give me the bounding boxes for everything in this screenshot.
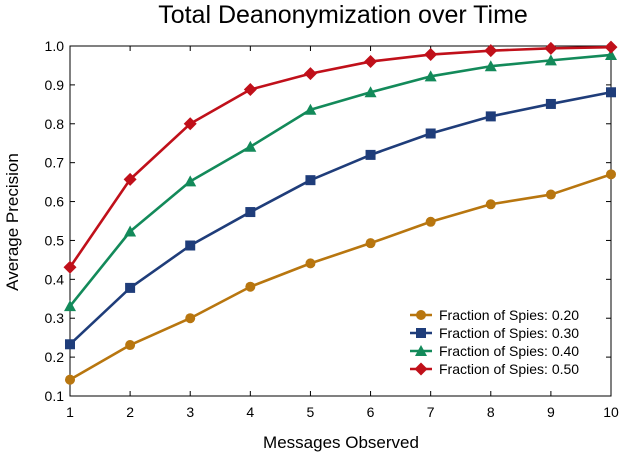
data-point <box>484 60 497 72</box>
series-line <box>68 53 612 307</box>
data-point <box>244 140 257 152</box>
legend-marker <box>416 328 426 338</box>
data-point <box>485 111 496 122</box>
data-point <box>545 98 556 109</box>
x-tick-label: 9 <box>547 404 555 420</box>
y-tick-label: 0.2 <box>45 349 65 365</box>
data-point <box>304 103 317 115</box>
data-point <box>365 238 376 249</box>
x-tick-label: 4 <box>246 404 254 420</box>
data-point <box>544 41 558 55</box>
y-tick-label: 0.4 <box>45 271 65 287</box>
series-2 <box>65 87 616 350</box>
data-point <box>364 86 377 98</box>
data-point <box>606 87 616 98</box>
data-point <box>245 281 256 292</box>
legend-label: Fraction of Spies: 0.30 <box>439 325 579 341</box>
legend: Fraction of Spies: 0.20 Fraction of Spies… <box>410 307 579 377</box>
series-line <box>69 173 612 381</box>
legend-label: Fraction of Spies: 0.40 <box>439 343 579 359</box>
data-point <box>185 240 196 251</box>
x-tick-label: 8 <box>487 404 495 420</box>
series-4 <box>63 40 618 274</box>
y-axis: 0.1 0.2 0.3 0.4 0.5 0.6 0.7 0.8 0.9 1.0 <box>45 38 611 404</box>
x-tick-label: 7 <box>427 404 435 420</box>
legend-label: Fraction of Spies: 0.50 <box>439 361 579 377</box>
series-1 <box>65 169 616 385</box>
legend-marker <box>414 362 428 376</box>
legend-label: Fraction of Spies: 0.20 <box>439 307 579 323</box>
series-layer <box>63 40 618 385</box>
y-tick-label: 0.6 <box>45 194 65 210</box>
data-point <box>124 225 137 237</box>
legend-item-2: Fraction of Spies: 0.30 <box>410 325 579 341</box>
x-tick-label: 2 <box>126 404 134 420</box>
data-point <box>65 374 75 385</box>
data-point <box>544 54 557 66</box>
data-point <box>305 258 316 269</box>
series-line <box>68 45 612 269</box>
y-tick-label: 1.0 <box>45 38 65 54</box>
legend-marker <box>415 345 427 356</box>
data-point <box>63 260 77 274</box>
x-tick-label: 1 <box>66 404 74 420</box>
legend-item-1: Fraction of Spies: 0.20 <box>410 307 579 323</box>
data-point <box>303 67 317 81</box>
y-tick-label: 0.9 <box>45 77 65 93</box>
data-point <box>485 199 496 210</box>
x-tick-label: 6 <box>367 404 375 420</box>
data-point <box>64 300 76 312</box>
data-point <box>125 340 136 351</box>
y-tick-label: 0.5 <box>45 232 65 248</box>
data-point <box>425 216 436 227</box>
y-tick-label: 0.1 <box>45 388 65 404</box>
data-point <box>305 175 316 186</box>
data-point <box>606 169 616 180</box>
series-3 <box>64 48 617 312</box>
data-point <box>245 207 256 218</box>
plot-border <box>69 45 612 397</box>
data-point <box>365 149 376 160</box>
series-line <box>69 91 612 346</box>
legend-item-3: Fraction of Spies: 0.40 <box>410 343 579 359</box>
x-tick-label: 5 <box>307 404 315 420</box>
data-point <box>425 128 436 139</box>
data-point <box>185 313 196 324</box>
plot-area <box>69 45 612 397</box>
y-axis-label: Average Precision <box>3 153 22 291</box>
data-point <box>604 40 618 54</box>
data-point <box>65 339 75 350</box>
data-point <box>184 175 197 187</box>
x-tick-label: 10 <box>603 404 619 420</box>
x-tick-label: 3 <box>186 404 194 420</box>
data-point <box>484 44 498 58</box>
data-point <box>605 48 617 60</box>
y-tick-label: 0.7 <box>45 155 65 171</box>
data-point <box>545 189 556 200</box>
data-point <box>243 83 257 97</box>
y-tick-label: 0.3 <box>45 310 65 326</box>
x-axis: 1 2 3 4 5 6 7 8 9 10 <box>66 46 619 420</box>
y-tick-label: 0.8 <box>45 116 65 132</box>
legend-item-4: Fraction of Spies: 0.50 <box>410 361 579 377</box>
data-point <box>424 70 437 82</box>
x-axis-label: Messages Observed <box>263 433 419 452</box>
legend-marker <box>416 310 426 320</box>
data-point <box>183 117 197 131</box>
data-point <box>125 282 136 293</box>
data-point <box>123 172 137 186</box>
data-point <box>364 55 378 69</box>
data-point <box>424 48 438 62</box>
chart-title: Total Deanonymization over Time <box>158 1 528 29</box>
